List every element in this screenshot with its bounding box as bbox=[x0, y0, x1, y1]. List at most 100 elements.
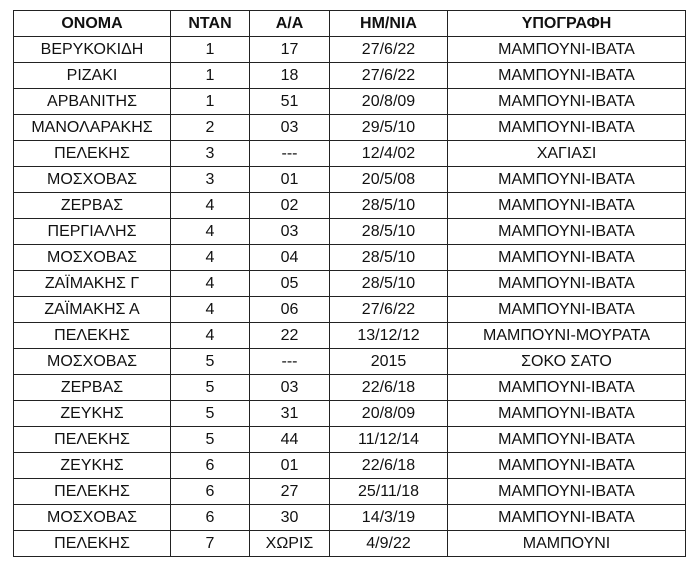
cell-date: 28/5/10 bbox=[329, 192, 448, 219]
table-row: ΜΟΣΧΟΒΑΣ 3 01 20/5/08 ΜΑΜΠΟΥΝΙ-ΙΒΑΤΑ bbox=[13, 166, 686, 193]
cell-ntan: 6 bbox=[170, 504, 250, 531]
cell-name: ΜΟΣΧΟΒΑΣ bbox=[13, 244, 171, 271]
table-row: ΖΑΪΜΑΚΗΣ Γ 4 05 28/5/10 ΜΑΜΠΟΥΝΙ-ΙΒΑΤΑ bbox=[13, 270, 686, 297]
table-row: ΖΕΡΒΑΣ 4 02 28/5/10 ΜΑΜΠΟΥΝΙ-ΙΒΑΤΑ bbox=[13, 192, 686, 219]
cell-ntan: 3 bbox=[170, 140, 250, 167]
cell-aa: 44 bbox=[249, 426, 330, 453]
cell-signature: ΜΑΜΠΟΥΝΙ-ΙΒΑΤΑ bbox=[447, 166, 686, 193]
cell-aa: 05 bbox=[249, 270, 330, 297]
cell-date: 22/6/18 bbox=[329, 374, 448, 401]
table-row: ΜΑΝΟΛΑΡΑΚΗΣ 2 03 29/5/10 ΜΑΜΠΟΥΝΙ-ΙΒΑΤΑ bbox=[13, 114, 686, 141]
cell-aa: 06 bbox=[249, 296, 330, 323]
cell-aa: 27 bbox=[249, 478, 330, 505]
table-row: ΜΟΣΧΟΒΑΣ 5 --- 2015 ΣΟΚΟ ΣΑΤΟ bbox=[13, 348, 686, 375]
cell-name: ΒΕΡΥΚΟΚΙΔΗ bbox=[13, 36, 171, 63]
cell-signature: ΜΑΜΠΟΥΝΙ-ΙΒΑΤΑ bbox=[447, 88, 686, 115]
column-header-aa: Α/Α bbox=[249, 10, 330, 37]
cell-signature: ΜΑΜΠΟΥΝΙ-ΙΒΑΤΑ bbox=[447, 400, 686, 427]
cell-signature: ΜΑΜΠΟΥΝΙ-ΙΒΑΤΑ bbox=[447, 504, 686, 531]
cell-signature: ΜΑΜΠΟΥΝΙ-ΙΒΑΤΑ bbox=[447, 478, 686, 505]
cell-ntan: 4 bbox=[170, 322, 250, 349]
cell-date: 20/5/08 bbox=[329, 166, 448, 193]
cell-signature: ΜΑΜΠΟΥΝΙ-ΙΒΑΤΑ bbox=[447, 452, 686, 479]
column-header-ntan: ΝΤΑΝ bbox=[170, 10, 250, 37]
cell-date: 22/6/18 bbox=[329, 452, 448, 479]
cell-ntan: 5 bbox=[170, 426, 250, 453]
cell-ntan: 5 bbox=[170, 348, 250, 375]
header-row: ΟΝΟΜΑ ΝΤΑΝ Α/Α ΗΜ/ΝΙΑ ΥΠΟΓΡΑΦΗ bbox=[13, 10, 686, 37]
table-row: ΠΕΛΕΚΗΣ 7 ΧΩΡΙΣ 4/9/22 ΜΑΜΠΟΥΝΙ bbox=[13, 530, 686, 557]
cell-aa: ΧΩΡΙΣ bbox=[249, 530, 330, 557]
cell-aa: --- bbox=[249, 140, 330, 167]
cell-ntan: 4 bbox=[170, 244, 250, 271]
table-row: ΠΕΛΕΚΗΣ 6 27 25/11/18 ΜΑΜΠΟΥΝΙ-ΙΒΑΤΑ bbox=[13, 478, 686, 505]
cell-name: ΖΑΪΜΑΚΗΣ Α bbox=[13, 296, 171, 323]
cell-aa: 18 bbox=[249, 62, 330, 89]
cell-aa: --- bbox=[249, 348, 330, 375]
cell-name: ΖΕΥΚΗΣ bbox=[13, 452, 171, 479]
cell-aa: 03 bbox=[249, 114, 330, 141]
cell-name: ΖΕΡΒΑΣ bbox=[13, 374, 171, 401]
cell-date: 2015 bbox=[329, 348, 448, 375]
table-row: ΠΕΡΓΙΑΛΗΣ 4 03 28/5/10 ΜΑΜΠΟΥΝΙ-ΙΒΑΤΑ bbox=[13, 218, 686, 245]
cell-aa: 03 bbox=[249, 374, 330, 401]
cell-aa: 01 bbox=[249, 166, 330, 193]
table-row: ΠΕΛΕΚΗΣ 5 44 11/12/14 ΜΑΜΠΟΥΝΙ-ΙΒΑΤΑ bbox=[13, 426, 686, 453]
cell-date: 20/8/09 bbox=[329, 400, 448, 427]
cell-name: ΠΕΛΕΚΗΣ bbox=[13, 140, 171, 167]
cell-signature: ΧΑΓΙΑΣΙ bbox=[447, 140, 686, 167]
cell-ntan: 4 bbox=[170, 192, 250, 219]
table-row: ΠΕΛΕΚΗΣ 4 22 13/12/12 ΜΑΜΠΟΥΝΙ-ΜΟΥΡΑΤΑ bbox=[13, 322, 686, 349]
cell-name: ΜΟΣΧΟΒΑΣ bbox=[13, 504, 171, 531]
table-row: ΖΑΪΜΑΚΗΣ Α 4 06 27/6/22 ΜΑΜΠΟΥΝΙ-ΙΒΑΤΑ bbox=[13, 296, 686, 323]
cell-name: ΠΕΛΕΚΗΣ bbox=[13, 426, 171, 453]
cell-name: ΠΕΛΕΚΗΣ bbox=[13, 530, 171, 557]
cell-signature: ΜΑΜΠΟΥΝΙ-ΙΒΑΤΑ bbox=[447, 374, 686, 401]
cell-ntan: 1 bbox=[170, 62, 250, 89]
column-header-date: ΗΜ/ΝΙΑ bbox=[329, 10, 448, 37]
table-row: ΡΙΖΑΚΙ 1 18 27/6/22 ΜΑΜΠΟΥΝΙ-ΙΒΑΤΑ bbox=[13, 62, 686, 89]
cell-ntan: 6 bbox=[170, 452, 250, 479]
cell-aa: 17 bbox=[249, 36, 330, 63]
cell-signature: ΜΑΜΠΟΥΝΙ-ΙΒΑΤΑ bbox=[447, 218, 686, 245]
table-row: ΖΕΥΚΗΣ 5 31 20/8/09 ΜΑΜΠΟΥΝΙ-ΙΒΑΤΑ bbox=[13, 400, 686, 427]
table-row: ΒΕΡΥΚΟΚΙΔΗ 1 17 27/6/22 ΜΑΜΠΟΥΝΙ-ΙΒΑΤΑ bbox=[13, 36, 686, 63]
cell-date: 28/5/10 bbox=[329, 218, 448, 245]
column-header-signature: ΥΠΟΓΡΑΦΗ bbox=[447, 10, 686, 37]
cell-name: ΜΟΣΧΟΒΑΣ bbox=[13, 166, 171, 193]
cell-date: 13/12/12 bbox=[329, 322, 448, 349]
table-row: ΖΕΥΚΗΣ 6 01 22/6/18 ΜΑΜΠΟΥΝΙ-ΙΒΑΤΑ bbox=[13, 452, 686, 479]
cell-ntan: 7 bbox=[170, 530, 250, 557]
cell-date: 28/5/10 bbox=[329, 244, 448, 271]
cell-date: 28/5/10 bbox=[329, 270, 448, 297]
cell-name: ΖΑΪΜΑΚΗΣ Γ bbox=[13, 270, 171, 297]
cell-aa: 51 bbox=[249, 88, 330, 115]
cell-date: 11/12/14 bbox=[329, 426, 448, 453]
cell-ntan: 2 bbox=[170, 114, 250, 141]
cell-ntan: 4 bbox=[170, 270, 250, 297]
cell-aa: 01 bbox=[249, 452, 330, 479]
table-row: ΜΟΣΧΟΒΑΣ 4 04 28/5/10 ΜΑΜΠΟΥΝΙ-ΙΒΑΤΑ bbox=[13, 244, 686, 271]
cell-signature: ΣΟΚΟ ΣΑΤΟ bbox=[447, 348, 686, 375]
cell-signature: ΜΑΜΠΟΥΝΙ-ΙΒΑΤΑ bbox=[447, 296, 686, 323]
cell-name: ΡΙΖΑΚΙ bbox=[13, 62, 171, 89]
cell-date: 27/6/22 bbox=[329, 36, 448, 63]
cell-signature: ΜΑΜΠΟΥΝΙ-ΙΒΑΤΑ bbox=[447, 244, 686, 271]
cell-date: 29/5/10 bbox=[329, 114, 448, 141]
cell-signature: ΜΑΜΠΟΥΝΙ-ΜΟΥΡΑΤΑ bbox=[447, 322, 686, 349]
cell-date: 20/8/09 bbox=[329, 88, 448, 115]
table-row: ΑΡΒΑΝΙΤΗΣ 1 51 20/8/09 ΜΑΜΠΟΥΝΙ-ΙΒΑΤΑ bbox=[13, 88, 686, 115]
cell-date: 14/3/19 bbox=[329, 504, 448, 531]
cell-ntan: 5 bbox=[170, 400, 250, 427]
cell-name: ΖΕΥΚΗΣ bbox=[13, 400, 171, 427]
cell-signature: ΜΑΜΠΟΥΝΙ-ΙΒΑΤΑ bbox=[447, 426, 686, 453]
cell-date: 4/9/22 bbox=[329, 530, 448, 557]
cell-name: ΜΑΝΟΛΑΡΑΚΗΣ bbox=[13, 114, 171, 141]
cell-signature: ΜΑΜΠΟΥΝΙ-ΙΒΑΤΑ bbox=[447, 36, 686, 63]
cell-date: 25/11/18 bbox=[329, 478, 448, 505]
cell-aa: 30 bbox=[249, 504, 330, 531]
cell-date: 27/6/22 bbox=[329, 62, 448, 89]
cell-ntan: 1 bbox=[170, 88, 250, 115]
cell-aa: 31 bbox=[249, 400, 330, 427]
cell-ntan: 3 bbox=[170, 166, 250, 193]
